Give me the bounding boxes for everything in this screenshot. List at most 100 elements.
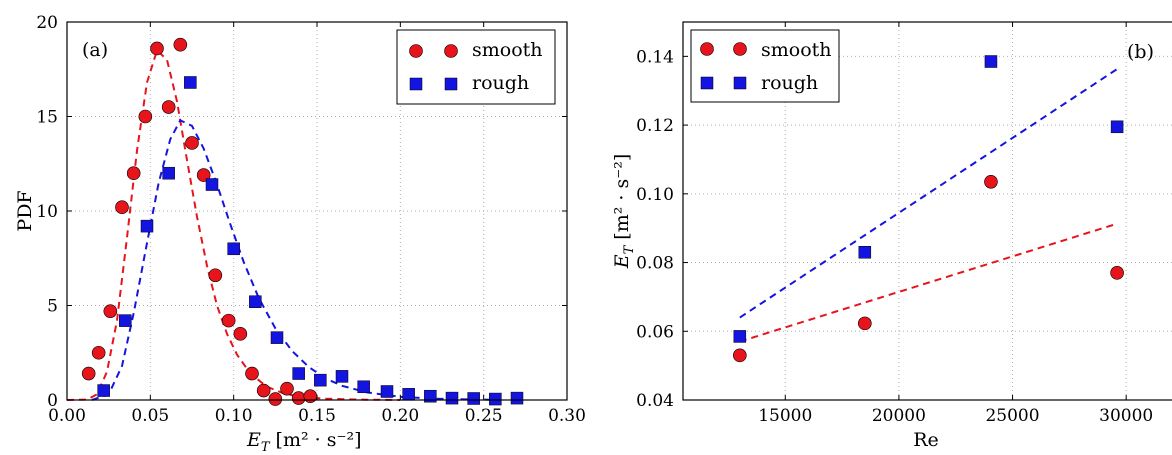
y-tick-label: 15 [36, 108, 58, 128]
y-tick-label: 0.12 [636, 116, 674, 136]
data-point-smooth [81, 366, 96, 381]
chart-panel-b: 15000 20000 25000 30000 0.04 0.06 0.08 0.10 0.12… [611, 21, 1172, 451]
data-point-rough [733, 330, 747, 343]
data-point-rough [984, 55, 998, 68]
data-point-smooth [173, 37, 188, 52]
x-tick-label: 0.00 [48, 406, 86, 426]
x-tick-label: 0.30 [548, 406, 586, 426]
fit-lines [739, 68, 1118, 343]
data-point-smooth [1110, 266, 1124, 280]
data-point-smooth [126, 166, 141, 180]
data-point-rough [335, 370, 349, 383]
legend-marker-smooth [444, 44, 458, 58]
axis-ticks: 15000 20000 25000 30000 0.04 0.06 0.08 0.10 0.12… [636, 22, 1153, 426]
data-point-rough [184, 76, 197, 89]
data-point-smooth [115, 200, 129, 215]
y-tick-label: 0.08 [636, 254, 674, 274]
data-point-rough [489, 392, 502, 406]
y-axis-label-symbol: E [611, 254, 633, 269]
y-tick-label: 0.04 [636, 391, 674, 411]
data-point-rough [162, 166, 175, 180]
data-point-rough [97, 384, 110, 397]
legend-marker-smooth [700, 42, 714, 56]
legend-markers [409, 44, 458, 91]
legend-box [690, 29, 840, 103]
axis-ticks: 0.00 0.05 0.10 0.15 0.20 0.25 0.30 0 5 10 15 20 [36, 13, 586, 426]
x-tick-label: 0.15 [298, 406, 336, 426]
x-tick-label: 30000 [1099, 406, 1153, 426]
legend-marker-rough [700, 76, 714, 90]
x-tick-label: 0.20 [381, 406, 419, 426]
legend: smooth rough [690, 29, 840, 103]
x-axis-label: Re [913, 429, 939, 451]
y-axis-label: PDF [14, 190, 36, 231]
data-point-smooth [138, 109, 153, 124]
legend-label-smooth: smooth [472, 39, 543, 61]
data-point-rough [140, 219, 154, 233]
data-point-smooth [245, 366, 259, 381]
y-tick-label: 0.14 [636, 47, 674, 67]
data-point-rough [445, 391, 459, 405]
data-point-rough [357, 380, 370, 394]
data-point-rough [270, 331, 284, 344]
chart-panel-a: 0.00 0.05 0.10 0.15 0.20 0.25 0.30 0 5 10 15 20 (a)… [14, 13, 586, 455]
data-points [81, 37, 524, 406]
data-point-smooth [150, 41, 164, 56]
data-point-rough [858, 245, 872, 259]
data-point-smooth [984, 174, 998, 189]
legend: smooth rough [396, 29, 556, 105]
y-tick-label: 0 [47, 391, 58, 411]
data-point-rough [424, 389, 437, 403]
legend-label-rough: rough [761, 72, 818, 94]
x-tick-label: 0.05 [131, 406, 169, 426]
y-axis-label: ET [m² · s⁻²] [611, 154, 637, 270]
x-tick-label: 0.10 [215, 406, 253, 426]
y-tick-label: 20 [36, 13, 58, 33]
panel-label: (b) [1127, 41, 1154, 63]
data-point-smooth [256, 383, 271, 398]
data-point-rough [510, 391, 524, 405]
legend-box [396, 29, 556, 105]
y-tick-label: 5 [47, 297, 58, 317]
panel-label: (a) [82, 39, 108, 61]
data-point-rough [1110, 120, 1124, 134]
fit-line-smooth [739, 222, 1118, 343]
data-point-smooth [221, 313, 236, 328]
data-point-smooth [268, 392, 283, 406]
fit-curves [66, 48, 501, 401]
data-point-smooth [185, 136, 199, 150]
x-tick-label: 25000 [985, 406, 1039, 426]
data-point-smooth [103, 304, 118, 318]
y-axis-label-units: [m² · s⁻²] [611, 154, 633, 240]
legend-markers [700, 42, 747, 90]
x-axis-label-symbol: E [246, 429, 261, 451]
data-point-smooth [280, 381, 294, 396]
x-tick-label: 0.25 [465, 406, 503, 426]
data-point-rough [402, 388, 415, 401]
data-point-rough [119, 314, 132, 327]
legend-label-smooth: smooth [761, 39, 832, 61]
x-tick-label: 15000 [758, 406, 812, 426]
x-axis-label: ET [m² · s⁻²] [246, 429, 362, 455]
y-tick-label: 0.10 [636, 185, 674, 205]
data-point-smooth [161, 100, 176, 114]
y-axis-label-subscript: T [622, 244, 637, 254]
data-point-rough [227, 242, 240, 256]
data-point-smooth [733, 348, 747, 363]
plot-frame [682, 21, 1172, 401]
x-axis-label-units: [m² · s⁻²] [276, 429, 362, 451]
data-point-smooth [91, 345, 106, 360]
y-tick-label: 0.06 [636, 322, 674, 342]
data-point-rough [205, 178, 219, 191]
x-tick-label: 20000 [872, 406, 926, 426]
x-axis-label-subscript: T [261, 440, 271, 455]
fit-curve-rough [91, 118, 501, 401]
data-point-rough [314, 373, 327, 387]
data-points [733, 55, 1124, 363]
data-point-rough [467, 392, 480, 405]
data-point-smooth [233, 327, 248, 341]
legend-label-rough: rough [472, 72, 529, 94]
fit-line-rough [739, 68, 1118, 319]
legend-marker-rough [444, 77, 458, 91]
